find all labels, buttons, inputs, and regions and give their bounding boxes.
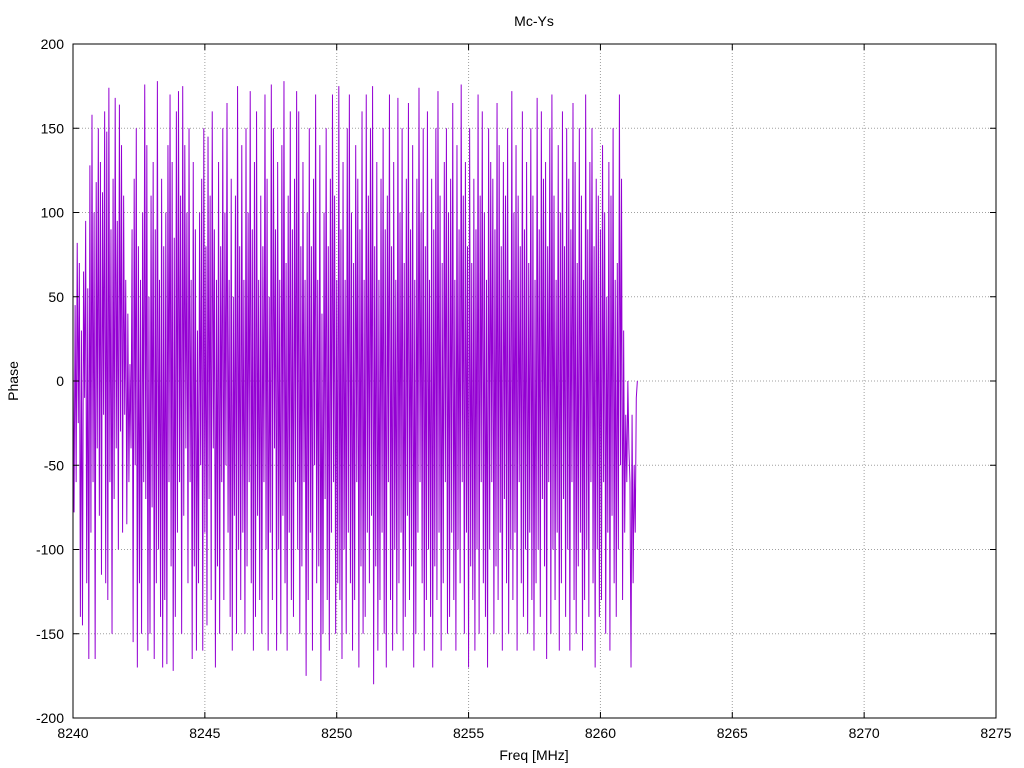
x-tick-label: 8275 xyxy=(980,725,1011,741)
y-tick-label: -150 xyxy=(36,626,64,642)
y-tick-label: -50 xyxy=(44,457,64,473)
y-tick-label: 0 xyxy=(56,373,64,389)
x-tick-label: 8255 xyxy=(453,725,484,741)
x-axis-label: Freq [MHz] xyxy=(499,747,568,763)
y-tick-label: 50 xyxy=(48,289,64,305)
axis-ticks: 8240 8245 8250 8255 8260 8265 8270 8275 200 150 10… xyxy=(36,36,1012,741)
y-axis-label: Phase xyxy=(5,361,21,401)
phase-series-line xyxy=(72,81,638,685)
y-tick-label: -100 xyxy=(36,542,64,558)
y-tick-label: 100 xyxy=(41,205,65,221)
y-tick-label: 200 xyxy=(41,36,65,52)
plot-area xyxy=(72,81,638,685)
x-tick-label: 8245 xyxy=(189,725,220,741)
y-tick-label: -200 xyxy=(36,710,64,726)
chart-title: Mc-Ys xyxy=(514,13,554,29)
x-tick-label: 8270 xyxy=(849,725,880,741)
x-tick-label: 8240 xyxy=(57,725,88,741)
x-tick-label: 8250 xyxy=(321,725,352,741)
x-tick-label: 8265 xyxy=(717,725,748,741)
y-tick-label: 150 xyxy=(41,120,65,136)
x-tick-label: 8260 xyxy=(585,725,616,741)
